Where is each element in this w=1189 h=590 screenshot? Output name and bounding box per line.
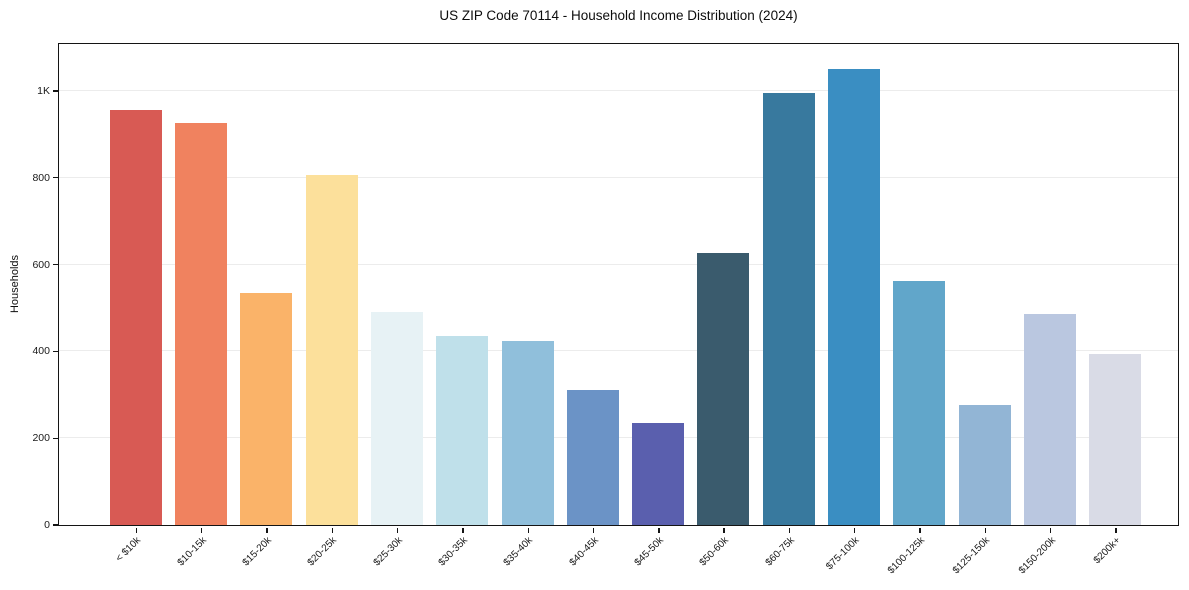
bar [762, 93, 815, 525]
y-tick-label: 800 [32, 171, 50, 184]
x-tick-mark [331, 527, 333, 533]
bar [1024, 314, 1077, 525]
bar [893, 280, 946, 525]
x-tick-mark [854, 527, 856, 533]
x-tick-mark [462, 527, 464, 533]
gridline-800 [59, 176, 1178, 178]
bar-slot: $200k+ [1083, 44, 1148, 566]
bar-slot: $50-60k [691, 44, 756, 568]
bar-slot: $100-125k [886, 44, 952, 576]
x-tick-label: $25-30k [371, 535, 405, 569]
x-tick-label: $50-60k [697, 535, 732, 569]
bar [828, 69, 881, 525]
bar-slot: $40-45k [560, 44, 625, 568]
x-tick-label: $75-100k [824, 535, 862, 573]
x-tick-mark [135, 527, 138, 533]
y-tick-mark [53, 90, 58, 92]
x-tick-label: < $10k [114, 535, 144, 565]
bar [958, 404, 1011, 525]
bar [1089, 353, 1142, 525]
x-tick-mark [527, 527, 529, 533]
bar-slot: $60-75k [756, 44, 821, 568]
x-tick-label: $100-125k [885, 535, 928, 577]
bar-slot: $25-30k [364, 44, 429, 568]
x-tick-mark [396, 527, 399, 533]
x-tick-label: $10-15k [175, 535, 209, 569]
x-tick-label: $125-150k [951, 535, 993, 577]
x-tick-label: $20-25k [306, 535, 340, 569]
x-tick-mark [984, 527, 987, 533]
x-tick-label: $45-50k [632, 535, 666, 569]
bar [240, 292, 293, 525]
bar-slot: < $10k [103, 44, 168, 564]
y-tick-mark [53, 437, 58, 439]
y-tick-mark [53, 524, 58, 526]
bar [697, 252, 750, 525]
x-tick-mark [919, 527, 921, 533]
x-tick-label: $200k+ [1091, 535, 1124, 567]
x-tick-mark [723, 527, 725, 533]
bar [566, 390, 619, 525]
x-tick-mark [200, 527, 203, 533]
x-tick-mark [1115, 527, 1117, 533]
bar [305, 174, 358, 525]
x-tick-label: $35-40k [501, 535, 536, 569]
x-tick-label: $150-200k [1016, 535, 1058, 577]
x-tick-label: $15-20k [240, 535, 275, 569]
bar-slot: $150-200k [1017, 44, 1082, 576]
gridline-1K [59, 89, 1178, 91]
bar-slot: $20-25k [299, 44, 364, 568]
gridline-600 [59, 263, 1178, 265]
gridline-400 [59, 350, 1178, 352]
x-tick-mark [788, 527, 791, 533]
bar [370, 312, 423, 525]
x-tick-mark [1050, 527, 1052, 533]
bar [174, 123, 227, 525]
bar [436, 336, 489, 525]
x-tick-label: $60-75k [763, 535, 797, 569]
x-tick-mark [658, 527, 660, 533]
bar-slot: $35-40k [495, 44, 560, 568]
x-tick-label: $30-35k [436, 535, 470, 569]
bar [109, 110, 162, 525]
y-tick-label: 0 [44, 519, 50, 531]
x-tick-mark [266, 527, 268, 533]
y-tick-label: 600 [32, 258, 50, 271]
y-tick-label: 200 [32, 432, 50, 445]
plot-area: 0 200 400 600 800 1K < $10k $10-15k $15-20k $20-… [32, 43, 1179, 576]
y-tick-mark [53, 177, 58, 179]
bar-slot: $75-100k [821, 44, 886, 572]
bar [501, 340, 554, 525]
x-tick-label: $40-45k [567, 535, 601, 569]
bar-slot: $30-35k [430, 44, 495, 568]
x-tick-mark [592, 527, 595, 533]
y-axis-title: Households [9, 254, 21, 314]
bar-slot: $15-20k [234, 44, 299, 568]
bars-layer: < $10k $10-15k $15-20k $20-25k $25-30k $30-35… [59, 44, 1178, 576]
bar-slot: $125-150k [951, 44, 1017, 576]
chart-title: US ZIP Code 70114 - Household Income Dis… [439, 8, 798, 23]
y-tick-label: 1K [37, 84, 50, 97]
y-tick-label: 400 [32, 345, 50, 358]
y-tick-mark [53, 350, 58, 353]
bar-slot: $45-50k [626, 44, 691, 568]
bar [632, 422, 685, 525]
y-tick-mark [53, 263, 58, 266]
bar-slot: $10-15k [168, 44, 233, 568]
